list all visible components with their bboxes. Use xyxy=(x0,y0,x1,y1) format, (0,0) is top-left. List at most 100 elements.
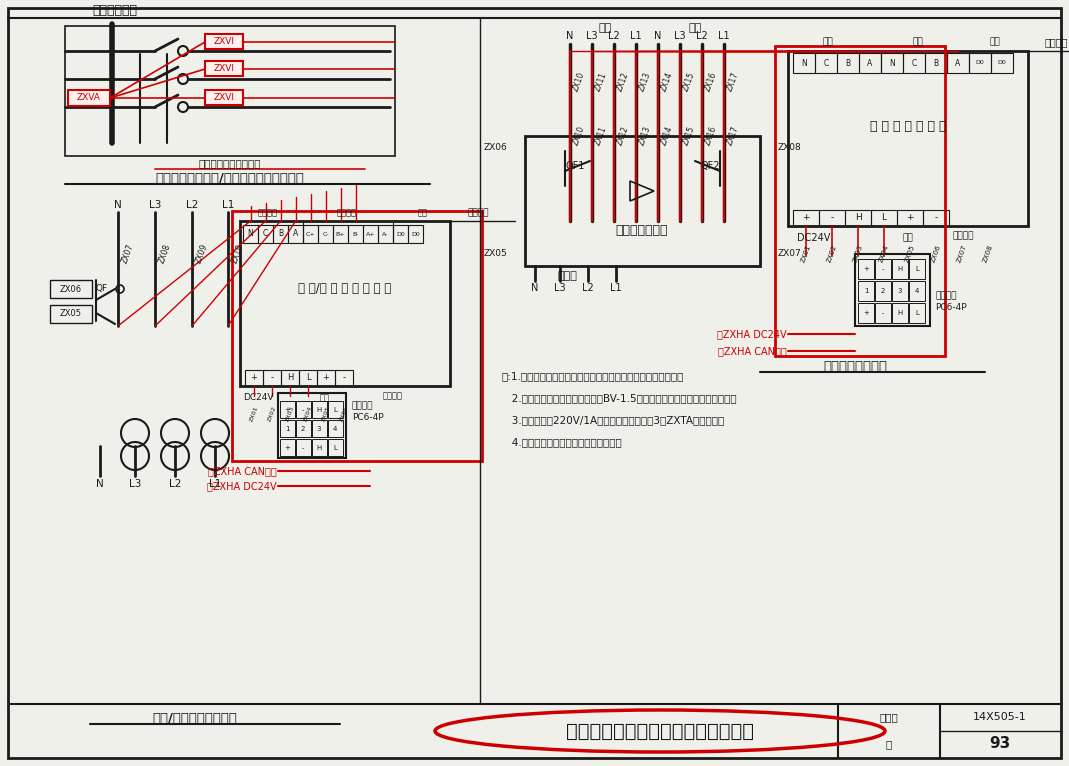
Bar xyxy=(296,401,311,418)
Text: ZX03: ZX03 xyxy=(852,244,864,264)
Bar xyxy=(278,393,346,458)
Bar xyxy=(991,53,1013,73)
Text: H: H xyxy=(286,374,293,382)
Bar xyxy=(312,439,327,456)
Text: N: N xyxy=(567,31,574,41)
Text: 备电: 备电 xyxy=(688,23,701,33)
Text: -: - xyxy=(301,407,305,413)
Text: QF2: QF2 xyxy=(700,161,719,171)
Text: 2: 2 xyxy=(881,288,885,294)
Text: H: H xyxy=(897,266,902,272)
Text: 14X505-1: 14X505-1 xyxy=(973,712,1027,722)
Text: ZX12: ZX12 xyxy=(616,125,631,147)
Bar xyxy=(273,225,288,243)
Text: ZX06: ZX06 xyxy=(930,244,942,264)
Bar xyxy=(775,46,945,356)
Text: N: N xyxy=(114,200,122,210)
Bar xyxy=(288,225,303,243)
Text: ZX08: ZX08 xyxy=(157,243,173,265)
Bar xyxy=(258,225,273,243)
Bar xyxy=(819,210,845,226)
Text: +: + xyxy=(323,374,329,382)
Bar xyxy=(263,370,281,386)
Text: -: - xyxy=(831,214,834,222)
Text: H: H xyxy=(854,214,862,222)
Bar xyxy=(232,211,482,461)
Text: -: - xyxy=(882,310,884,316)
Text: QF: QF xyxy=(96,284,108,293)
Text: 通信: 通信 xyxy=(320,394,330,402)
Bar xyxy=(281,370,299,386)
Text: 辅助触点: 辅助触点 xyxy=(383,391,403,401)
Bar xyxy=(909,281,925,301)
Text: N: N xyxy=(654,31,662,41)
Text: N: N xyxy=(801,58,807,67)
Text: L3: L3 xyxy=(149,200,161,210)
Text: -: - xyxy=(270,374,274,382)
Bar xyxy=(947,53,969,73)
Text: L2: L2 xyxy=(583,283,594,293)
Bar xyxy=(876,259,890,279)
Text: 注:1.被监测断路器需增加辅助触点，此触点不与其他系统共用。: 注:1.被监测断路器需增加辅助触点，此触点不与其他系统共用。 xyxy=(502,371,684,381)
Bar xyxy=(280,420,295,437)
Bar xyxy=(897,210,923,226)
Text: 电 压 信 号 传 感 器: 电 压 信 号 传 感 器 xyxy=(870,120,946,133)
Text: 主回路: 主回路 xyxy=(558,271,578,281)
Bar xyxy=(881,53,903,73)
Bar xyxy=(348,225,363,243)
Bar xyxy=(855,254,930,326)
Text: ZX14: ZX14 xyxy=(660,125,675,147)
Text: L1: L1 xyxy=(221,200,234,210)
Bar xyxy=(317,370,335,386)
Bar xyxy=(205,34,243,49)
Text: -: - xyxy=(882,266,884,272)
Text: 1: 1 xyxy=(864,288,868,294)
Bar xyxy=(328,420,343,437)
Bar xyxy=(65,26,396,156)
Text: QF1: QF1 xyxy=(566,161,585,171)
Bar xyxy=(876,303,890,323)
Bar xyxy=(243,225,258,243)
Bar xyxy=(858,303,874,323)
Text: 接ZXHA DC24V: 接ZXHA DC24V xyxy=(207,481,277,491)
Text: D0: D0 xyxy=(976,61,985,66)
Text: 备电: 备电 xyxy=(913,38,924,47)
Text: ZX10: ZX10 xyxy=(571,125,587,147)
Text: 图集号: 图集号 xyxy=(880,712,898,722)
Text: 接ZXHA CAN总线: 接ZXHA CAN总线 xyxy=(718,346,787,356)
Bar xyxy=(788,51,1028,226)
Text: C-: C- xyxy=(322,231,329,237)
Bar xyxy=(50,305,92,323)
Text: DC24V: DC24V xyxy=(243,394,274,402)
Text: 电压信号: 电压信号 xyxy=(258,208,278,218)
Text: D0: D0 xyxy=(397,231,405,237)
Bar xyxy=(876,281,890,301)
Text: N: N xyxy=(531,283,539,293)
Text: 主电: 主电 xyxy=(599,23,611,33)
Text: B: B xyxy=(278,230,283,238)
Text: 2.传感器接线时，线缆规格应为BV-1.5，为防止接错线，接线时应打线标。: 2.传感器接线时，线缆规格应为BV-1.5，为防止接错线，接线时应打线标。 xyxy=(502,393,737,403)
Bar xyxy=(363,225,378,243)
Text: L2: L2 xyxy=(608,31,620,41)
Text: 相关技术资料: 相关技术资料 xyxy=(93,4,138,17)
Text: ZX08: ZX08 xyxy=(778,143,802,152)
Text: ZXVI: ZXVI xyxy=(214,93,234,102)
Text: PC6-4P: PC6-4P xyxy=(352,414,384,423)
Text: L: L xyxy=(915,266,919,272)
Text: C: C xyxy=(823,58,828,67)
Bar xyxy=(328,401,343,418)
Text: ZX05: ZX05 xyxy=(483,250,507,258)
Bar xyxy=(858,281,874,301)
Text: A: A xyxy=(293,230,298,238)
Text: A: A xyxy=(867,58,872,67)
Text: L: L xyxy=(334,407,337,413)
Text: ZX13: ZX13 xyxy=(637,71,653,93)
Text: 输出: 输出 xyxy=(990,38,1001,47)
Bar xyxy=(909,303,925,323)
Bar xyxy=(334,225,348,243)
Text: ZX13: ZX13 xyxy=(637,125,653,147)
Bar xyxy=(925,53,947,73)
Text: ZX11: ZX11 xyxy=(593,125,608,147)
Text: 电 压/电 流 信 号 传 感 器: 电 压/电 流 信 号 传 感 器 xyxy=(298,283,391,296)
Text: ZX11: ZX11 xyxy=(593,71,608,93)
